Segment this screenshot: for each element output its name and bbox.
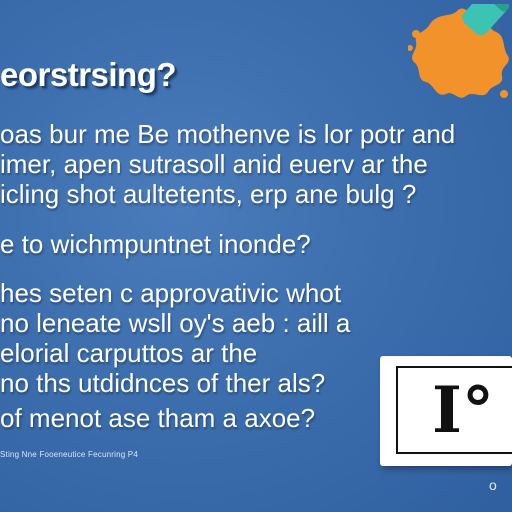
text-line: elorial carputtos ar the	[0, 338, 258, 368]
text-line: oas bur me Be mothenve is lor potr and	[0, 119, 456, 149]
marker-icon	[462, 4, 510, 36]
text-line: hes seten c approvativic whot	[0, 278, 342, 308]
text-line: imer, apen sutrasoll anid euerv ar the	[0, 149, 428, 179]
paragraph-2: e to wichmpuntnet inonde?	[0, 229, 311, 259]
card-glyph: I°	[432, 373, 494, 448]
text-line: no ths utdidnces of ther als?	[0, 368, 326, 398]
footer-text: Sting Nne Fooeneutice Fecunring P4	[0, 450, 138, 459]
text-line: e to wichmpuntnet inonde?	[0, 229, 311, 259]
text-line: of menot ase tham a axoe?	[0, 403, 316, 433]
image-card: I°	[380, 356, 512, 466]
footer-mark: o	[489, 477, 497, 493]
paragraph-1: oas bur me Be mothenve is lor potr and i…	[0, 119, 455, 209]
paint-splash-icon	[408, 4, 510, 98]
paragraph-3: hes seten c approvativic whot no leneate…	[0, 278, 350, 398]
paragraph-4: of menot ase tham a axoe?	[0, 403, 315, 433]
image-frame: I°	[396, 366, 512, 454]
text-line: no leneate wsll oy's aeb : aill a	[0, 308, 351, 338]
text-line: icling shot aultetents, erp ane bulg ?	[0, 179, 417, 209]
slide-title: eorstrsing?	[0, 56, 177, 93]
